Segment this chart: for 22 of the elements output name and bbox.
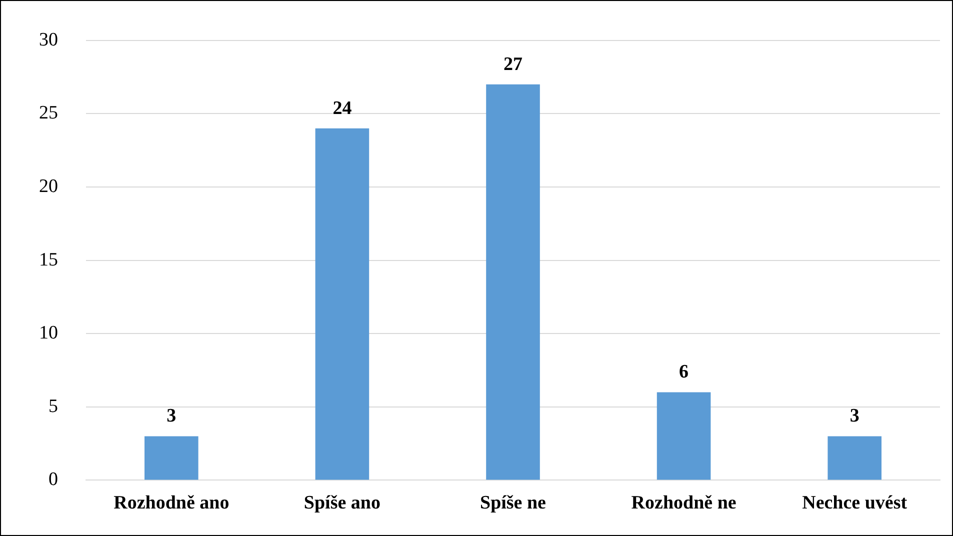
data-label: 27	[504, 54, 523, 75]
bar	[486, 84, 540, 480]
x-tick-label: Nechce uvést	[802, 492, 908, 514]
data-label: 6	[679, 362, 689, 383]
bar	[828, 436, 882, 480]
y-tick-label: 20	[39, 176, 58, 197]
y-tick-label: 25	[39, 102, 58, 124]
x-tick-label: Spíše ne	[480, 492, 546, 514]
y-tick-label: 5	[48, 396, 58, 417]
y-tick-label: 10	[39, 322, 58, 344]
y-tick-label: 0	[48, 469, 58, 490]
x-tick-label: Rozhodně ano	[114, 492, 230, 514]
bar	[144, 436, 198, 480]
bar	[315, 128, 370, 480]
bar	[656, 392, 711, 480]
y-tick-label: 15	[39, 249, 58, 270]
data-label: 24	[332, 98, 352, 119]
x-tick-label: Spíše ano	[304, 492, 380, 514]
y-tick-label: 30	[39, 29, 58, 50]
data-label: 3	[850, 406, 860, 427]
data-label: 3	[166, 406, 176, 427]
x-tick-label: Rozhodně ne	[631, 492, 736, 514]
